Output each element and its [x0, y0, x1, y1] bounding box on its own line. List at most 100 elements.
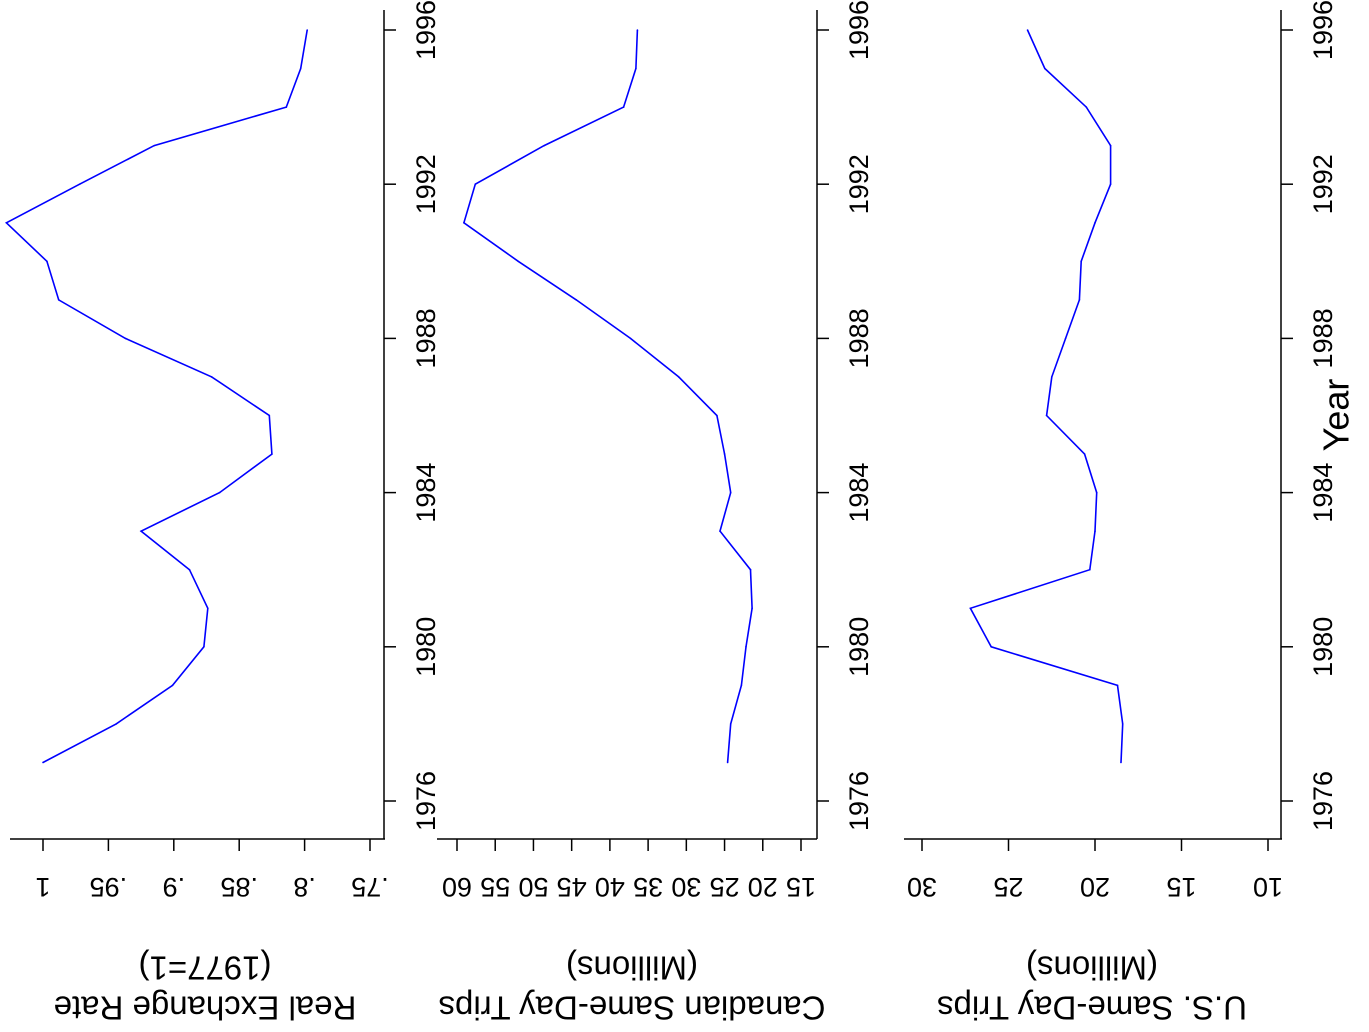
- data-point: [271, 453, 273, 455]
- y-tick-label: 15: [786, 872, 816, 902]
- y-tick-label: 20: [1080, 872, 1110, 902]
- data-point: [723, 453, 726, 455]
- data-point: [1026, 29, 1029, 31]
- data-point: [1094, 221, 1096, 224]
- series-line: [462, 29, 753, 763]
- data-point: [719, 530, 721, 532]
- panel-title: U.S. Same-Day Trips: [937, 989, 1247, 1026]
- data-point: [716, 414, 718, 417]
- y-tick-label: .75: [351, 872, 389, 902]
- data-point: [306, 29, 309, 31]
- rotated-plot-area: 1976 1980 1984 1988 1992 1996 .75 .8 .85 .9 .95 1 Re…: [5, 0, 1338, 1026]
- data-point: [268, 414, 271, 417]
- panel-title: Canadian Same-Day Trips: [438, 989, 825, 1026]
- y-tick-label: 25: [993, 872, 1023, 902]
- data-point: [474, 183, 477, 185]
- data-point: [42, 761, 44, 764]
- data-point: [285, 106, 288, 108]
- data-point: [171, 684, 174, 687]
- y-tick-label: 25: [710, 872, 740, 902]
- x-tick-label: 1984: [411, 463, 441, 523]
- panel-3: 1976 1980 1984 1988 1992 1996 10 15 20 25 30 U.S. S…: [904, 0, 1338, 1026]
- x-tick-label: 1988: [844, 308, 874, 368]
- panel-subtitle: (Millions): [1026, 949, 1158, 986]
- x-tick-label: 1996: [411, 0, 441, 60]
- y-tick-label: 35: [633, 872, 663, 902]
- data-point: [1044, 67, 1046, 70]
- data-point: [188, 568, 191, 571]
- data-point: [1120, 761, 1122, 764]
- x-tick-label: 1992: [1308, 154, 1338, 214]
- y-tick-label: 15: [1166, 872, 1196, 902]
- data-point: [1089, 568, 1091, 571]
- y-tick-label: 30: [671, 872, 701, 902]
- y-tick-label: 20: [748, 872, 778, 902]
- data-point: [517, 260, 519, 263]
- data-point: [543, 144, 545, 147]
- panel-title: Real Exchange Rate: [54, 989, 357, 1026]
- x-tick-label: 1980: [411, 617, 441, 677]
- y-tick-label: 10: [1253, 872, 1283, 902]
- y-tick-label: 30: [907, 872, 937, 902]
- panel-subtitle: (1977=1): [138, 949, 271, 986]
- data-point: [1083, 453, 1086, 455]
- data-point: [635, 67, 637, 70]
- x-tick-label: 1992: [844, 154, 874, 214]
- data-point: [1095, 491, 1098, 494]
- x-tick-label: 1988: [1308, 308, 1338, 368]
- data-point: [1094, 530, 1096, 532]
- x-tick-label: 1984: [1308, 463, 1338, 523]
- y-tick-label: 50: [518, 872, 548, 902]
- data-point: [115, 723, 118, 725]
- data-point: [140, 530, 142, 532]
- series-line: [5, 29, 308, 764]
- data-point: [218, 491, 221, 494]
- x-tick-label: 1976: [844, 771, 874, 831]
- data-point: [729, 491, 732, 494]
- data-point: [751, 607, 753, 610]
- data-point: [575, 299, 578, 301]
- x-tick-label: 1984: [844, 463, 874, 523]
- x-tick-label: 1988: [411, 308, 441, 368]
- data-point: [677, 376, 680, 378]
- y-tick-label: 45: [557, 872, 587, 902]
- data-point: [1109, 144, 1112, 147]
- x-tick-label: 1980: [844, 617, 874, 677]
- data-point: [726, 761, 729, 764]
- data-point: [124, 337, 127, 340]
- data-point: [78, 183, 81, 185]
- data-point: [1080, 260, 1082, 263]
- y-tick-label: 55: [480, 872, 510, 902]
- x-tick-label: 1996: [1308, 0, 1338, 60]
- data-point: [203, 646, 205, 648]
- panel-2: 1976 1980 1984 1988 1992 1996 15 20 25 30 35 40 45 50…: [437, 0, 874, 1026]
- data-point: [1064, 337, 1067, 340]
- y-tick-label: 60: [442, 872, 472, 902]
- y-tick-label: .8: [293, 872, 316, 902]
- data-point: [1050, 376, 1053, 378]
- data-point: [1085, 106, 1088, 108]
- data-point: [1078, 299, 1081, 301]
- data-point: [636, 29, 639, 31]
- panel-1: 1976 1980 1984 1988 1992 1996 .75 .8 .85 .9 .95 1 Re…: [5, 0, 441, 1026]
- data-point: [207, 607, 209, 610]
- data-point: [210, 376, 213, 378]
- x-tick-label: 1976: [1308, 771, 1338, 831]
- x-tick-label: 1996: [844, 0, 874, 60]
- y-tick-label: 1: [35, 872, 50, 902]
- data-point: [299, 67, 302, 70]
- x-tick-label: 1992: [411, 154, 441, 214]
- data-point: [990, 646, 992, 648]
- y-tick-label: 40: [595, 872, 625, 902]
- y-tick-label: .85: [220, 872, 258, 902]
- data-point: [1116, 684, 1119, 687]
- data-point: [463, 221, 465, 224]
- x-tick-label: 1980: [1308, 617, 1338, 677]
- y-tick-label: .9: [163, 872, 186, 902]
- data-point: [1109, 183, 1112, 185]
- data-point: [1045, 414, 1048, 417]
- panel-subtitle: (Millions): [566, 949, 698, 986]
- data-point: [745, 646, 747, 648]
- x-tick-label: 1976: [411, 771, 441, 831]
